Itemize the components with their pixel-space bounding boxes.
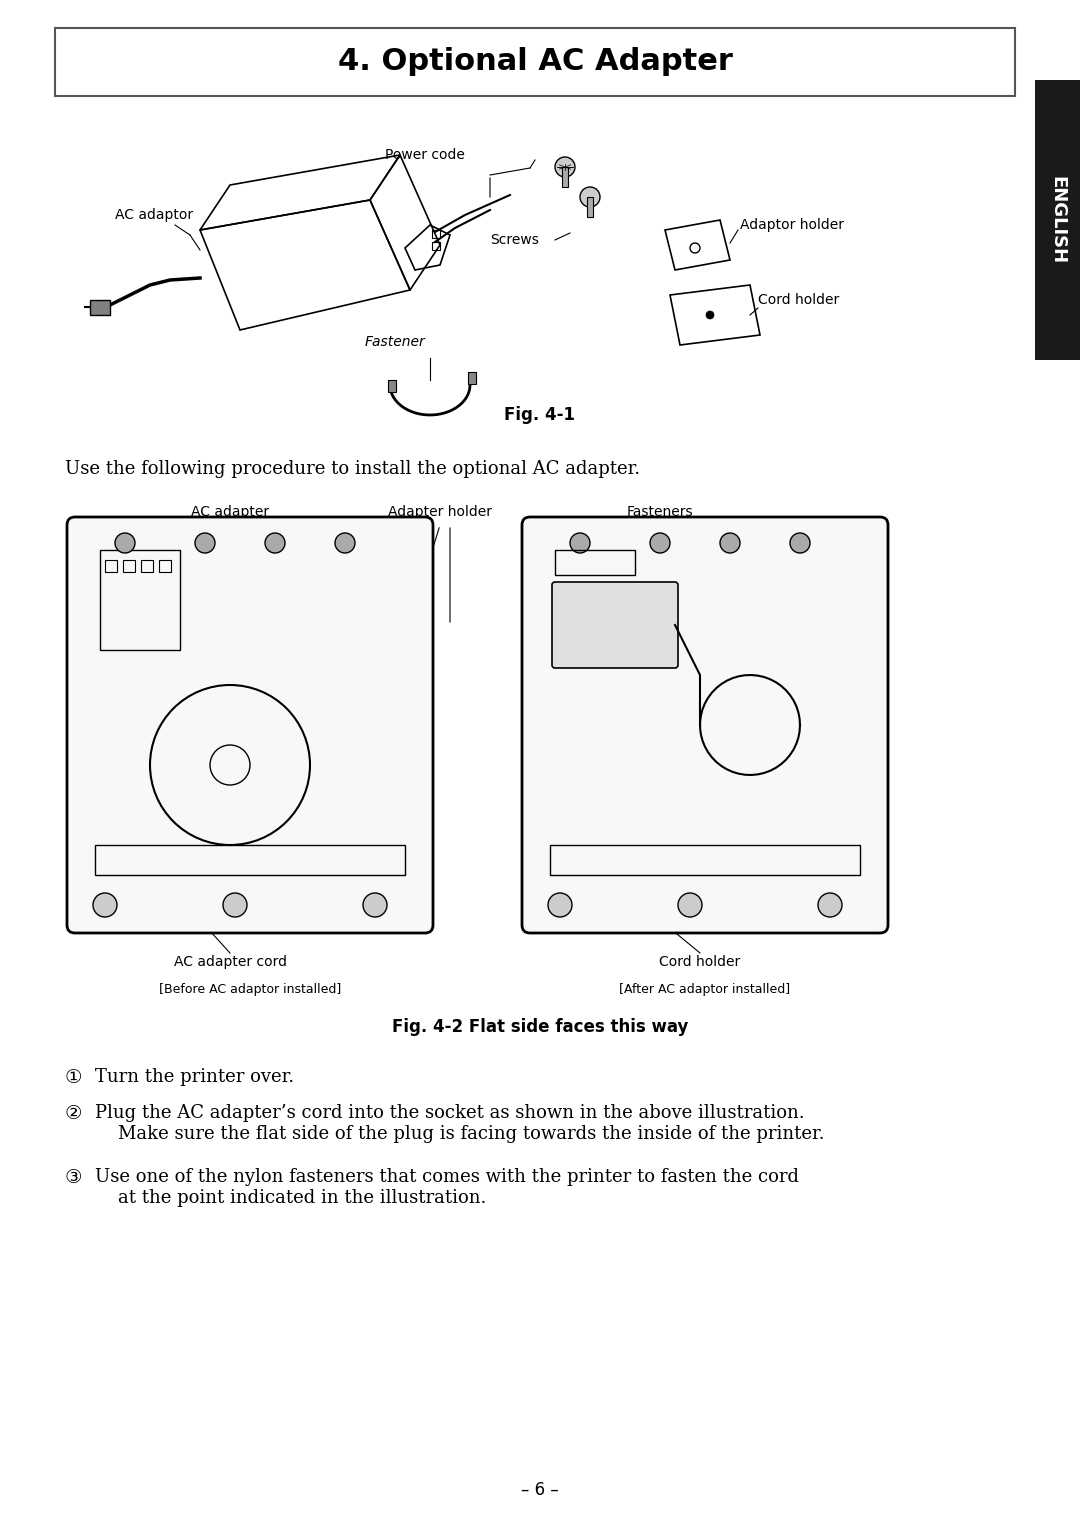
Bar	[562, 167, 568, 187]
Text: ENGLISH: ENGLISH	[1049, 176, 1067, 264]
Circle shape	[789, 533, 810, 553]
FancyBboxPatch shape	[55, 28, 1015, 97]
Circle shape	[678, 894, 702, 917]
Circle shape	[265, 533, 285, 553]
Text: Plug the AC adapter’s cord into the socket as shown in the above illustration.
 : Plug the AC adapter’s cord into the sock…	[95, 1104, 824, 1142]
Circle shape	[580, 187, 600, 207]
Text: AC adaptor: AC adaptor	[114, 208, 193, 222]
Bar	[105, 560, 117, 572]
Circle shape	[548, 894, 572, 917]
Bar	[550, 845, 860, 875]
Circle shape	[335, 533, 355, 553]
Circle shape	[363, 894, 387, 917]
Bar	[555, 550, 635, 575]
FancyBboxPatch shape	[552, 583, 678, 668]
Text: 4. Optional AC Adapter: 4. Optional AC Adapter	[338, 48, 732, 77]
FancyBboxPatch shape	[67, 517, 433, 934]
Text: Fig. 4-2 Flat side faces this way: Fig. 4-2 Flat side faces this way	[392, 1018, 688, 1036]
Bar	[123, 560, 135, 572]
Text: Cord holder: Cord holder	[758, 293, 839, 307]
Circle shape	[720, 533, 740, 553]
Text: AC adapter: AC adapter	[191, 504, 269, 520]
Circle shape	[570, 533, 590, 553]
Text: Use one of the nylon fasteners that comes with the printer to fasten the cord
  : Use one of the nylon fasteners that come…	[95, 1168, 799, 1206]
Text: Turn the printer over.: Turn the printer over.	[95, 1069, 294, 1085]
Text: Adaptor holder: Adaptor holder	[740, 218, 843, 231]
Text: [Before AC adaptor installed]: [Before AC adaptor installed]	[159, 983, 341, 996]
Bar	[468, 373, 476, 383]
Bar	[95, 845, 405, 875]
Bar	[90, 300, 110, 314]
Circle shape	[195, 533, 215, 553]
Text: ①: ①	[65, 1069, 82, 1087]
Bar	[432, 230, 440, 238]
Text: ②: ②	[65, 1104, 82, 1124]
Circle shape	[93, 894, 117, 917]
Bar	[388, 380, 396, 392]
Bar	[100, 550, 180, 650]
Circle shape	[706, 311, 714, 319]
Text: AC adapter cord: AC adapter cord	[174, 955, 286, 969]
Text: – 6 –: – 6 –	[522, 1481, 558, 1499]
Text: ③: ③	[65, 1168, 82, 1187]
Bar	[432, 242, 440, 250]
Text: Adapter holder: Adapter holder	[388, 504, 492, 520]
Text: Use the following procedure to install the optional AC adapter.: Use the following procedure to install t…	[65, 460, 640, 478]
Text: Fig. 4-1: Fig. 4-1	[504, 406, 576, 425]
Circle shape	[650, 533, 670, 553]
Circle shape	[818, 894, 842, 917]
Circle shape	[114, 533, 135, 553]
FancyBboxPatch shape	[1035, 80, 1080, 360]
Bar	[141, 560, 153, 572]
Text: [After AC adaptor installed]: [After AC adaptor installed]	[620, 983, 791, 996]
Circle shape	[555, 156, 575, 176]
FancyBboxPatch shape	[522, 517, 888, 934]
Text: Power code: Power code	[384, 149, 464, 162]
Text: Screws: Screws	[490, 233, 539, 247]
Circle shape	[222, 894, 247, 917]
Bar	[159, 560, 171, 572]
Text: Fasteners: Fasteners	[626, 504, 693, 520]
Text: Cord holder: Cord holder	[660, 955, 741, 969]
Text: Fastener: Fastener	[365, 336, 426, 350]
Bar	[588, 198, 593, 218]
